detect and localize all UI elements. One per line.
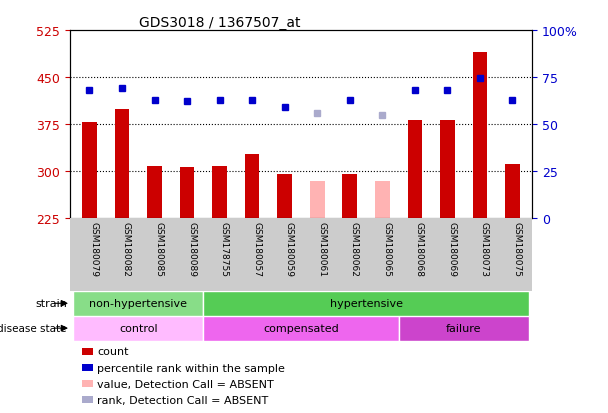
Bar — [407, 121, 422, 219]
Text: disease state: disease state — [0, 323, 67, 333]
Bar — [115, 109, 130, 219]
Bar — [180, 168, 195, 219]
Bar — [375, 181, 390, 219]
Text: value, Detection Call = ABSENT: value, Detection Call = ABSENT — [97, 379, 274, 389]
Text: GSM180075: GSM180075 — [513, 221, 522, 276]
Text: GSM180057: GSM180057 — [252, 221, 261, 276]
Bar — [505, 164, 520, 219]
Bar — [203, 291, 529, 316]
Bar — [310, 181, 325, 219]
Bar — [212, 167, 227, 219]
Text: hypertensive: hypertensive — [330, 299, 402, 309]
Text: GDS3018 / 1367507_at: GDS3018 / 1367507_at — [139, 16, 301, 30]
Text: control: control — [119, 323, 157, 333]
Bar — [147, 167, 162, 219]
Text: compensated: compensated — [263, 323, 339, 333]
Text: percentile rank within the sample: percentile rank within the sample — [97, 363, 285, 373]
Text: GSM178755: GSM178755 — [219, 221, 229, 276]
Bar — [73, 316, 203, 341]
Text: count: count — [97, 347, 129, 356]
Bar — [277, 175, 292, 219]
Bar — [203, 316, 399, 341]
Text: rank, Detection Call = ABSENT: rank, Detection Call = ABSENT — [97, 395, 269, 405]
Text: strain: strain — [35, 299, 67, 309]
Text: GSM180085: GSM180085 — [154, 221, 164, 276]
Text: non-hypertensive: non-hypertensive — [89, 299, 187, 309]
Bar — [245, 154, 260, 219]
Bar — [73, 291, 203, 316]
Text: GSM180082: GSM180082 — [122, 221, 131, 276]
Text: GSM180089: GSM180089 — [187, 221, 196, 276]
Text: GSM180068: GSM180068 — [415, 221, 424, 276]
Text: GSM180079: GSM180079 — [89, 221, 98, 276]
Bar — [82, 123, 97, 219]
Text: GSM180062: GSM180062 — [350, 221, 359, 276]
Text: failure: failure — [446, 323, 482, 333]
Text: GSM180073: GSM180073 — [480, 221, 489, 276]
Text: GSM180061: GSM180061 — [317, 221, 326, 276]
Bar — [342, 175, 357, 219]
Bar — [440, 121, 455, 219]
Bar — [399, 316, 529, 341]
Text: GSM180065: GSM180065 — [382, 221, 392, 276]
Text: GSM180059: GSM180059 — [285, 221, 294, 276]
Text: GSM180069: GSM180069 — [447, 221, 457, 276]
Bar — [472, 53, 487, 219]
